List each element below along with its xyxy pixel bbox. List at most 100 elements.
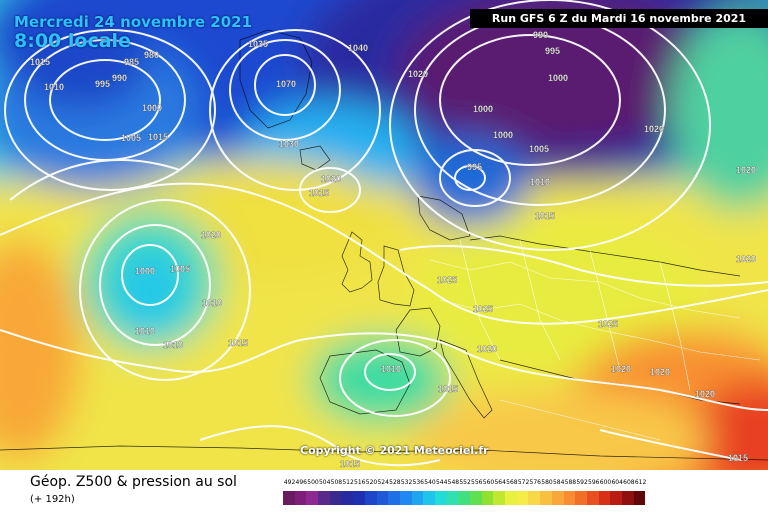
- forecast-date-line: Mercredi 24 novembre 2021: [14, 13, 253, 31]
- color-scale-swatch: [423, 491, 435, 505]
- color-scale-swatch: [353, 491, 365, 505]
- color-scale-label: 492: [283, 479, 296, 486]
- color-scale-swatch: [621, 491, 634, 505]
- pressure-label: 1015: [535, 211, 555, 221]
- color-scale: 492 496 500 504 508 512 516 520 524 528 532 536 540 5…: [283, 479, 751, 505]
- color-scale-label: 608: [623, 479, 635, 486]
- pressure-label: 1035: [248, 39, 268, 49]
- pressure-label: 1000: [493, 130, 513, 140]
- color-scale-label: 596: [588, 479, 600, 486]
- color-scale-label: 532: [400, 479, 413, 486]
- pressure-label: 1015: [228, 338, 248, 348]
- color-scale-label: 544: [435, 479, 448, 486]
- color-scale-swatch: [283, 491, 295, 505]
- pressure-labels: 1015 980 985 990 995 1000 1005 1010 1015…: [30, 30, 756, 469]
- color-scale-bar: [283, 491, 751, 505]
- pressure-label: 1020: [736, 165, 756, 175]
- pressure-label: 995: [467, 162, 482, 172]
- pressure-label: 1005: [121, 133, 141, 143]
- pressure-label: 1010: [381, 364, 401, 374]
- pressure-label: 1000: [473, 104, 493, 114]
- weather-map: 1015 980 985 990 995 1000 1005 1010 1015…: [0, 0, 768, 470]
- pressure-label: 1010: [530, 177, 550, 187]
- color-scale-label: 568: [506, 479, 518, 486]
- color-scale-swatch: [516, 491, 529, 505]
- color-scale-label: 600: [599, 479, 612, 486]
- pressure-label: 1025: [473, 304, 493, 314]
- color-scale-label: 500: [307, 479, 319, 486]
- pressure-label: 1040: [348, 43, 368, 53]
- color-scale-swatch: [458, 491, 470, 505]
- pressure-label: 1000: [548, 73, 568, 83]
- color-scale-swatch: [306, 491, 319, 505]
- color-scale-label: 572: [517, 479, 530, 486]
- pressure-label: 980: [144, 50, 159, 60]
- color-scale-label: 524: [377, 479, 389, 486]
- pressure-label: 1020: [201, 230, 221, 240]
- copyright-notice: Copyright © 2021 Meteociel.fr: [300, 444, 489, 457]
- pressure-label: 1005: [529, 144, 549, 154]
- pressure-label: 1020: [611, 364, 631, 374]
- color-scale-label: 556: [471, 479, 483, 486]
- color-scale-swatch: [434, 491, 447, 505]
- pressure-label: 1015: [340, 459, 360, 469]
- color-scale-swatch: [318, 491, 330, 505]
- color-scale-swatch: [294, 491, 307, 505]
- color-scale-swatch: [528, 491, 541, 505]
- pressure-label: 985: [124, 57, 139, 67]
- color-scale-swatch: [551, 491, 564, 505]
- coastlines: [0, 29, 768, 461]
- pressure-label: 1015: [309, 188, 329, 198]
- color-scale-label: 516: [354, 479, 366, 486]
- color-scale-label: 508: [330, 479, 343, 486]
- color-scale-label: 592: [576, 479, 588, 486]
- color-scale-swatch: [446, 491, 459, 505]
- color-scale-swatch: [376, 491, 389, 505]
- pressure-label: 990: [112, 73, 127, 83]
- pressure-label: 1020: [644, 124, 664, 134]
- color-scale-label: 496: [295, 479, 307, 486]
- color-scale-swatch: [493, 491, 506, 505]
- color-scale-label: 576: [529, 479, 541, 486]
- color-scale-label: 520: [365, 479, 378, 486]
- color-scale-label: 580: [541, 479, 553, 486]
- pressure-label: 995: [95, 79, 110, 89]
- forecast-time-line: 8:00 locale: [14, 30, 131, 52]
- color-scale-swatch: [540, 491, 552, 505]
- pressure-label: 1020: [408, 69, 428, 79]
- pressure-label: 1015: [728, 453, 748, 463]
- pressure-label: 1010: [163, 340, 183, 350]
- color-scale-swatch: [399, 491, 412, 505]
- pressure-label: 1000: [142, 103, 162, 113]
- color-scale-label: 512: [342, 479, 354, 486]
- color-scale-swatch: [341, 491, 354, 505]
- color-scale-label: 612: [634, 479, 647, 486]
- color-scale-swatch: [575, 491, 587, 505]
- pressure-label: 1020: [650, 367, 670, 377]
- color-scale-swatch: [388, 491, 400, 505]
- pressure-label: 1015: [30, 57, 50, 67]
- borders: [429, 239, 761, 441]
- color-scale-label: 540: [424, 479, 436, 486]
- color-scale-swatch: [633, 491, 646, 505]
- color-scale-label: 504: [318, 479, 331, 486]
- pressure-label: 1070: [276, 79, 296, 89]
- color-scale-label: 588: [564, 479, 577, 486]
- pressure-label: 1020: [321, 174, 341, 184]
- pressure-label: 1030: [279, 139, 299, 149]
- pressure-label: 995: [545, 46, 560, 56]
- pressure-label: 1015: [438, 384, 458, 394]
- pressure-label: 1000: [135, 266, 155, 276]
- pressure-label: 1020: [477, 344, 497, 354]
- color-scale-swatch: [411, 491, 424, 505]
- color-scale-swatch: [598, 491, 611, 505]
- pressure-label: 1020: [736, 254, 756, 264]
- color-scale-labels: 492 496 500 504 508 512 516 520 524 528 532 536 540 5…: [283, 479, 751, 489]
- color-scale-label: 536: [412, 479, 424, 486]
- forecast-range: (+ 192h): [30, 494, 75, 505]
- color-scale-label: 552: [459, 479, 471, 486]
- color-scale-swatch: [329, 491, 342, 505]
- color-scale-label: 528: [389, 479, 401, 486]
- map-title: Géop. Z500 & pression au sol: [30, 474, 237, 490]
- color-scale-label: 584: [552, 479, 565, 486]
